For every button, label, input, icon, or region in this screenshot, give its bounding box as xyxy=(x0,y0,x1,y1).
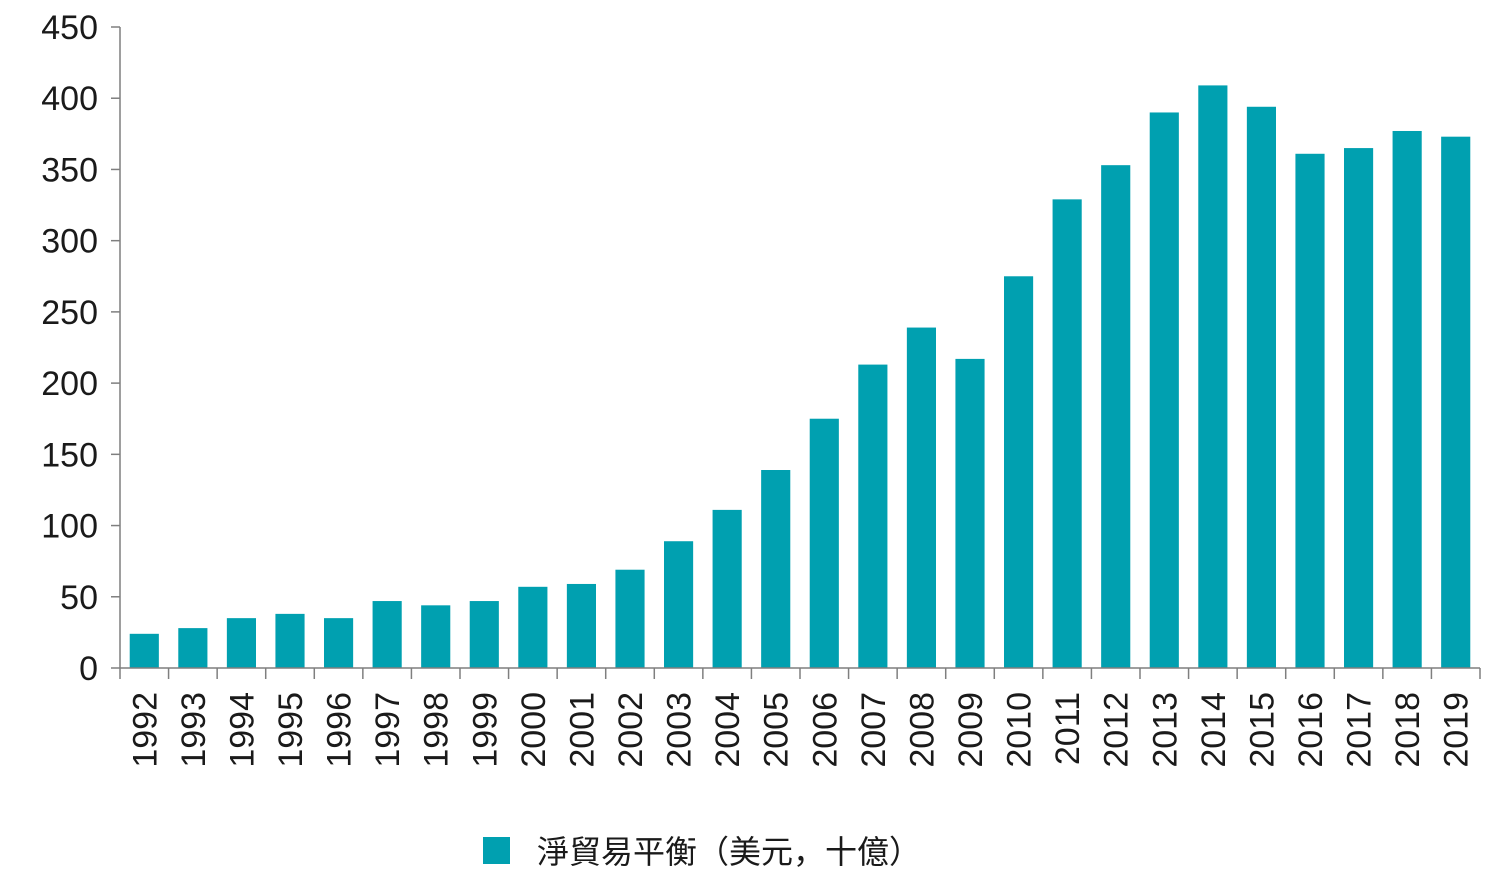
bar-2005 xyxy=(761,470,791,668)
x-tick-label: 1998 xyxy=(418,692,456,768)
legend-swatch xyxy=(483,837,510,864)
x-tick-label: 1996 xyxy=(321,692,359,768)
x-tick-label: 2007 xyxy=(855,692,893,768)
x-tick-label: 1993 xyxy=(175,692,213,768)
bar-1997 xyxy=(372,601,402,668)
bar-2001 xyxy=(566,583,596,668)
bar-1998 xyxy=(421,605,451,668)
bar-2010 xyxy=(1004,276,1034,668)
x-tick-label: 2000 xyxy=(515,692,553,768)
bar-2003 xyxy=(664,541,694,668)
y-tick-label: 50 xyxy=(60,579,98,617)
bar-2019 xyxy=(1441,136,1471,668)
legend: 淨貿易平衡（美元，十億） xyxy=(483,833,921,871)
bar-2012 xyxy=(1101,165,1131,668)
bar-2011 xyxy=(1052,199,1082,668)
x-tick-label: 1999 xyxy=(466,692,504,768)
x-tick-label: 2017 xyxy=(1341,692,1379,768)
x-tick-label: 2010 xyxy=(1001,692,1039,768)
bar-2006 xyxy=(809,418,839,668)
y-tick-label: 0 xyxy=(79,650,98,688)
legend-label: 淨貿易平衡（美元，十億） xyxy=(537,833,921,871)
x-tick-label: 2015 xyxy=(1243,692,1281,768)
x-axis: 1992 1993 1994 1995 1996 1997 1998 1999 2000 2001… xyxy=(119,667,1481,768)
x-tick-label: 2016 xyxy=(1292,692,1330,768)
bar-2015 xyxy=(1246,106,1276,668)
x-tick-label: 2009 xyxy=(952,692,990,768)
y-tick-label: 400 xyxy=(41,80,98,118)
x-tick-label: 2001 xyxy=(563,692,601,768)
x-tick-label: 2003 xyxy=(661,692,699,768)
x-tick-label: 2018 xyxy=(1389,692,1427,768)
bar-2004 xyxy=(712,509,742,668)
x-tick-label: 2013 xyxy=(1146,692,1184,768)
x-tick-label: 2008 xyxy=(903,692,941,768)
bar-1993 xyxy=(178,628,208,668)
y-tick-label: 450 xyxy=(41,9,98,47)
y-tick-label: 100 xyxy=(41,508,98,546)
bar-1994 xyxy=(226,618,256,668)
bar-1992 xyxy=(129,633,159,668)
bar-2000 xyxy=(518,586,548,668)
bar-1995 xyxy=(275,613,305,668)
x-tick-label: 2011 xyxy=(1049,692,1087,765)
bar-2002 xyxy=(615,569,645,668)
bar-1999 xyxy=(469,601,499,668)
x-tick-label: 2006 xyxy=(806,692,844,768)
bars xyxy=(129,85,1471,669)
x-tick-label: 1992 xyxy=(126,692,164,768)
x-tick-label: 2014 xyxy=(1195,692,1233,768)
y-axis: 0 50 100 150 200 250 300 350 400 450 xyxy=(41,9,121,688)
y-tick-label: 350 xyxy=(41,151,98,189)
x-tick-label: 1994 xyxy=(223,692,261,768)
x-tick-label: 2004 xyxy=(709,692,747,768)
x-tick-label: 2012 xyxy=(1098,692,1136,768)
bar-2014 xyxy=(1198,85,1228,668)
bar-2018 xyxy=(1392,130,1422,669)
bar-2016 xyxy=(1295,153,1325,668)
x-tick-label: 2002 xyxy=(612,692,650,768)
x-tick-label: 2019 xyxy=(1438,692,1476,768)
bar-2008 xyxy=(906,327,936,668)
y-tick-label: 150 xyxy=(41,436,98,474)
bar-2017 xyxy=(1344,148,1374,669)
bar-2007 xyxy=(858,364,888,668)
y-tick-label: 300 xyxy=(41,223,98,261)
x-tick-label: 1997 xyxy=(369,692,407,768)
bar-1996 xyxy=(324,618,354,668)
x-tick-label: 2005 xyxy=(758,692,796,768)
y-tick-label: 250 xyxy=(41,294,98,332)
y-tick-label: 200 xyxy=(41,365,98,403)
bar-2009 xyxy=(955,358,985,668)
bar-2013 xyxy=(1149,112,1179,668)
x-tick-label: 1995 xyxy=(272,692,310,768)
